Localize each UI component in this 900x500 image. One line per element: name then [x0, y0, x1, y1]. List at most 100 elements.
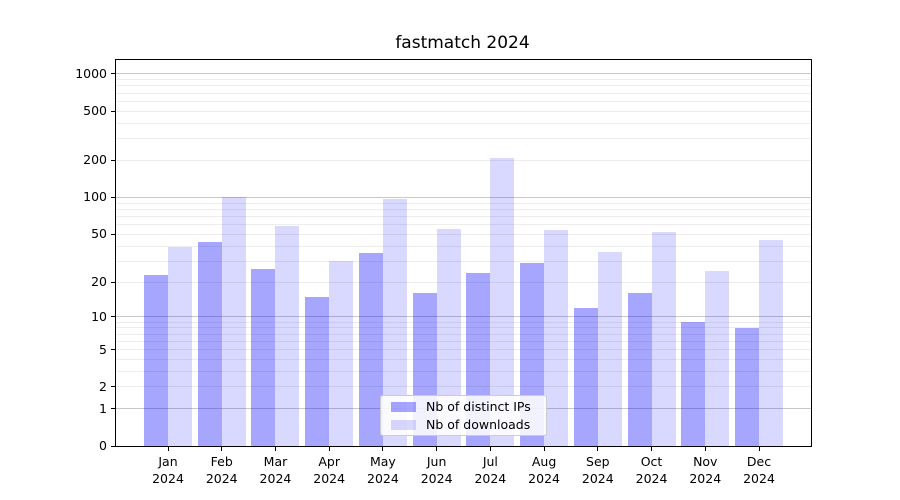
gridline-y-6 [116, 340, 811, 342]
y-tick-mark-10 [111, 316, 115, 318]
y-tick-mark-1000 [111, 73, 115, 75]
bar-ips-oct [627, 293, 652, 446]
gridline-y-10 [116, 316, 811, 318]
x-tick-mark-jan [167, 447, 169, 451]
y-tick-mark-0 [111, 445, 115, 447]
bar-downloads-sep [597, 251, 622, 446]
bar-downloads-dec [759, 239, 783, 446]
gridline-y-3 [116, 370, 811, 372]
gridline-y-1000 [116, 73, 811, 75]
y-tick-label-2: 2 [99, 378, 107, 394]
x-tick-label-oct: Oct 2024 [635, 454, 668, 486]
gridline-y-70 [116, 215, 811, 217]
gridline-y-600 [116, 100, 811, 102]
x-tick-mark-jun [436, 447, 438, 451]
y-tick-label-0: 0 [99, 438, 107, 453]
gridline-y-60 [116, 224, 811, 226]
legend-item-downloads: Nb of downloads [389, 418, 538, 431]
gridline-y-50 [116, 233, 811, 235]
gridline-y-5 [116, 349, 811, 350]
legend-label-distinct-ips: Nb of distinct IPs [426, 399, 531, 414]
bar-ips-may [358, 253, 383, 446]
gridline-y-80 [116, 208, 811, 210]
x-tick-label-mar: Mar 2024 [259, 454, 292, 486]
gridline-y-8 [116, 327, 811, 329]
x-tick-label-sep: Sep 2024 [581, 454, 614, 486]
gridline-y-800 [116, 85, 811, 87]
x-tick-label-nov: Nov 2024 [689, 454, 722, 486]
bar-ips-jan [144, 274, 168, 446]
y-tick-label-20: 20 [91, 274, 107, 290]
legend-swatch-distinct-ips [391, 401, 416, 412]
gridline-y-700 [116, 92, 811, 94]
y-tick-label-50: 50 [91, 226, 107, 242]
bar-downloads-nov [705, 270, 730, 446]
gridline-y-2 [116, 386, 811, 388]
gridline-y-900 [116, 79, 811, 81]
y-tick-mark-1 [111, 408, 115, 410]
legend-swatch-downloads [391, 419, 416, 430]
x-tick-label-aug: Aug 2024 [528, 454, 560, 486]
gridline-y-7 [116, 333, 811, 335]
bar-downloads-feb [221, 197, 246, 446]
y-tick-mark-20 [111, 281, 115, 283]
gridline-y-9 [116, 321, 811, 323]
gridline-y-100 [116, 196, 811, 198]
x-tick-mark-aug [543, 447, 545, 451]
x-tick-label-jul: Jul 2024 [474, 454, 507, 486]
y-tick-label-100: 100 [83, 189, 107, 205]
legend: Nb of distinct IPs Nb of downloads [380, 395, 547, 436]
x-tick-label-dec: Dec 2024 [743, 454, 775, 486]
bar-downloads-aug [544, 230, 569, 446]
x-tick-label-feb: Feb 2024 [205, 454, 238, 486]
bar-ips-apr [305, 296, 330, 446]
bar-downloads-apr [329, 261, 354, 446]
y-tick-mark-5 [111, 349, 115, 350]
gridline-y-500 [116, 110, 811, 112]
gridline-y-40 [116, 245, 811, 247]
gridline-y-90 [116, 202, 811, 204]
bar-ips-feb [197, 242, 222, 446]
y-tick-mark-2 [111, 386, 115, 388]
x-tick-label-jun: Jun 2024 [420, 454, 453, 486]
y-tick-label-1000: 1000 [75, 65, 107, 81]
x-tick-mark-may [382, 447, 384, 451]
y-tick-label-200: 200 [83, 152, 107, 168]
x-tick-mark-oct [651, 447, 653, 451]
bar-ips-dec [735, 327, 759, 446]
y-tick-label-500: 500 [83, 103, 107, 119]
y-tick-label-1: 1 [99, 400, 107, 416]
x-tick-mark-sep [597, 447, 599, 451]
x-tick-mark-apr [328, 447, 330, 451]
x-tick-label-jan: Jan 2024 [152, 454, 184, 486]
x-tick-label-apr: Apr 2024 [313, 454, 346, 486]
plot-area [115, 59, 812, 447]
x-tick-mark-dec [758, 447, 760, 451]
x-tick-mark-feb [221, 447, 223, 451]
gridline-y-400 [116, 122, 811, 124]
y-tick-mark-200 [111, 159, 115, 161]
y-tick-label-5: 5 [99, 341, 107, 357]
bar-downloads-oct [651, 232, 676, 446]
y-tick-mark-100 [111, 196, 115, 198]
y-tick-mark-500 [111, 110, 115, 112]
bar-downloads-jan [168, 247, 192, 446]
y-tick-label-10: 10 [91, 308, 107, 324]
gridline-y-200 [116, 159, 811, 161]
legend-item-distinct-ips: Nb of distinct IPs [389, 400, 538, 413]
gridline-y-4 [116, 358, 811, 360]
gridline-y-20 [116, 281, 811, 283]
bar-ips-mar [251, 268, 276, 446]
bar-ips-sep [573, 307, 598, 446]
legend-label-downloads: Nb of downloads [426, 417, 531, 432]
x-tick-mark-mar [274, 447, 276, 451]
x-tick-label-may: May 2024 [367, 454, 399, 486]
bar-ips-nov [681, 322, 706, 446]
x-tick-mark-nov [704, 447, 706, 451]
gridline-y-30 [116, 260, 811, 262]
bar-downloads-mar [275, 226, 300, 446]
gridline-y-300 [116, 138, 811, 140]
y-tick-mark-50 [111, 233, 115, 235]
x-tick-mark-jul [489, 447, 491, 451]
